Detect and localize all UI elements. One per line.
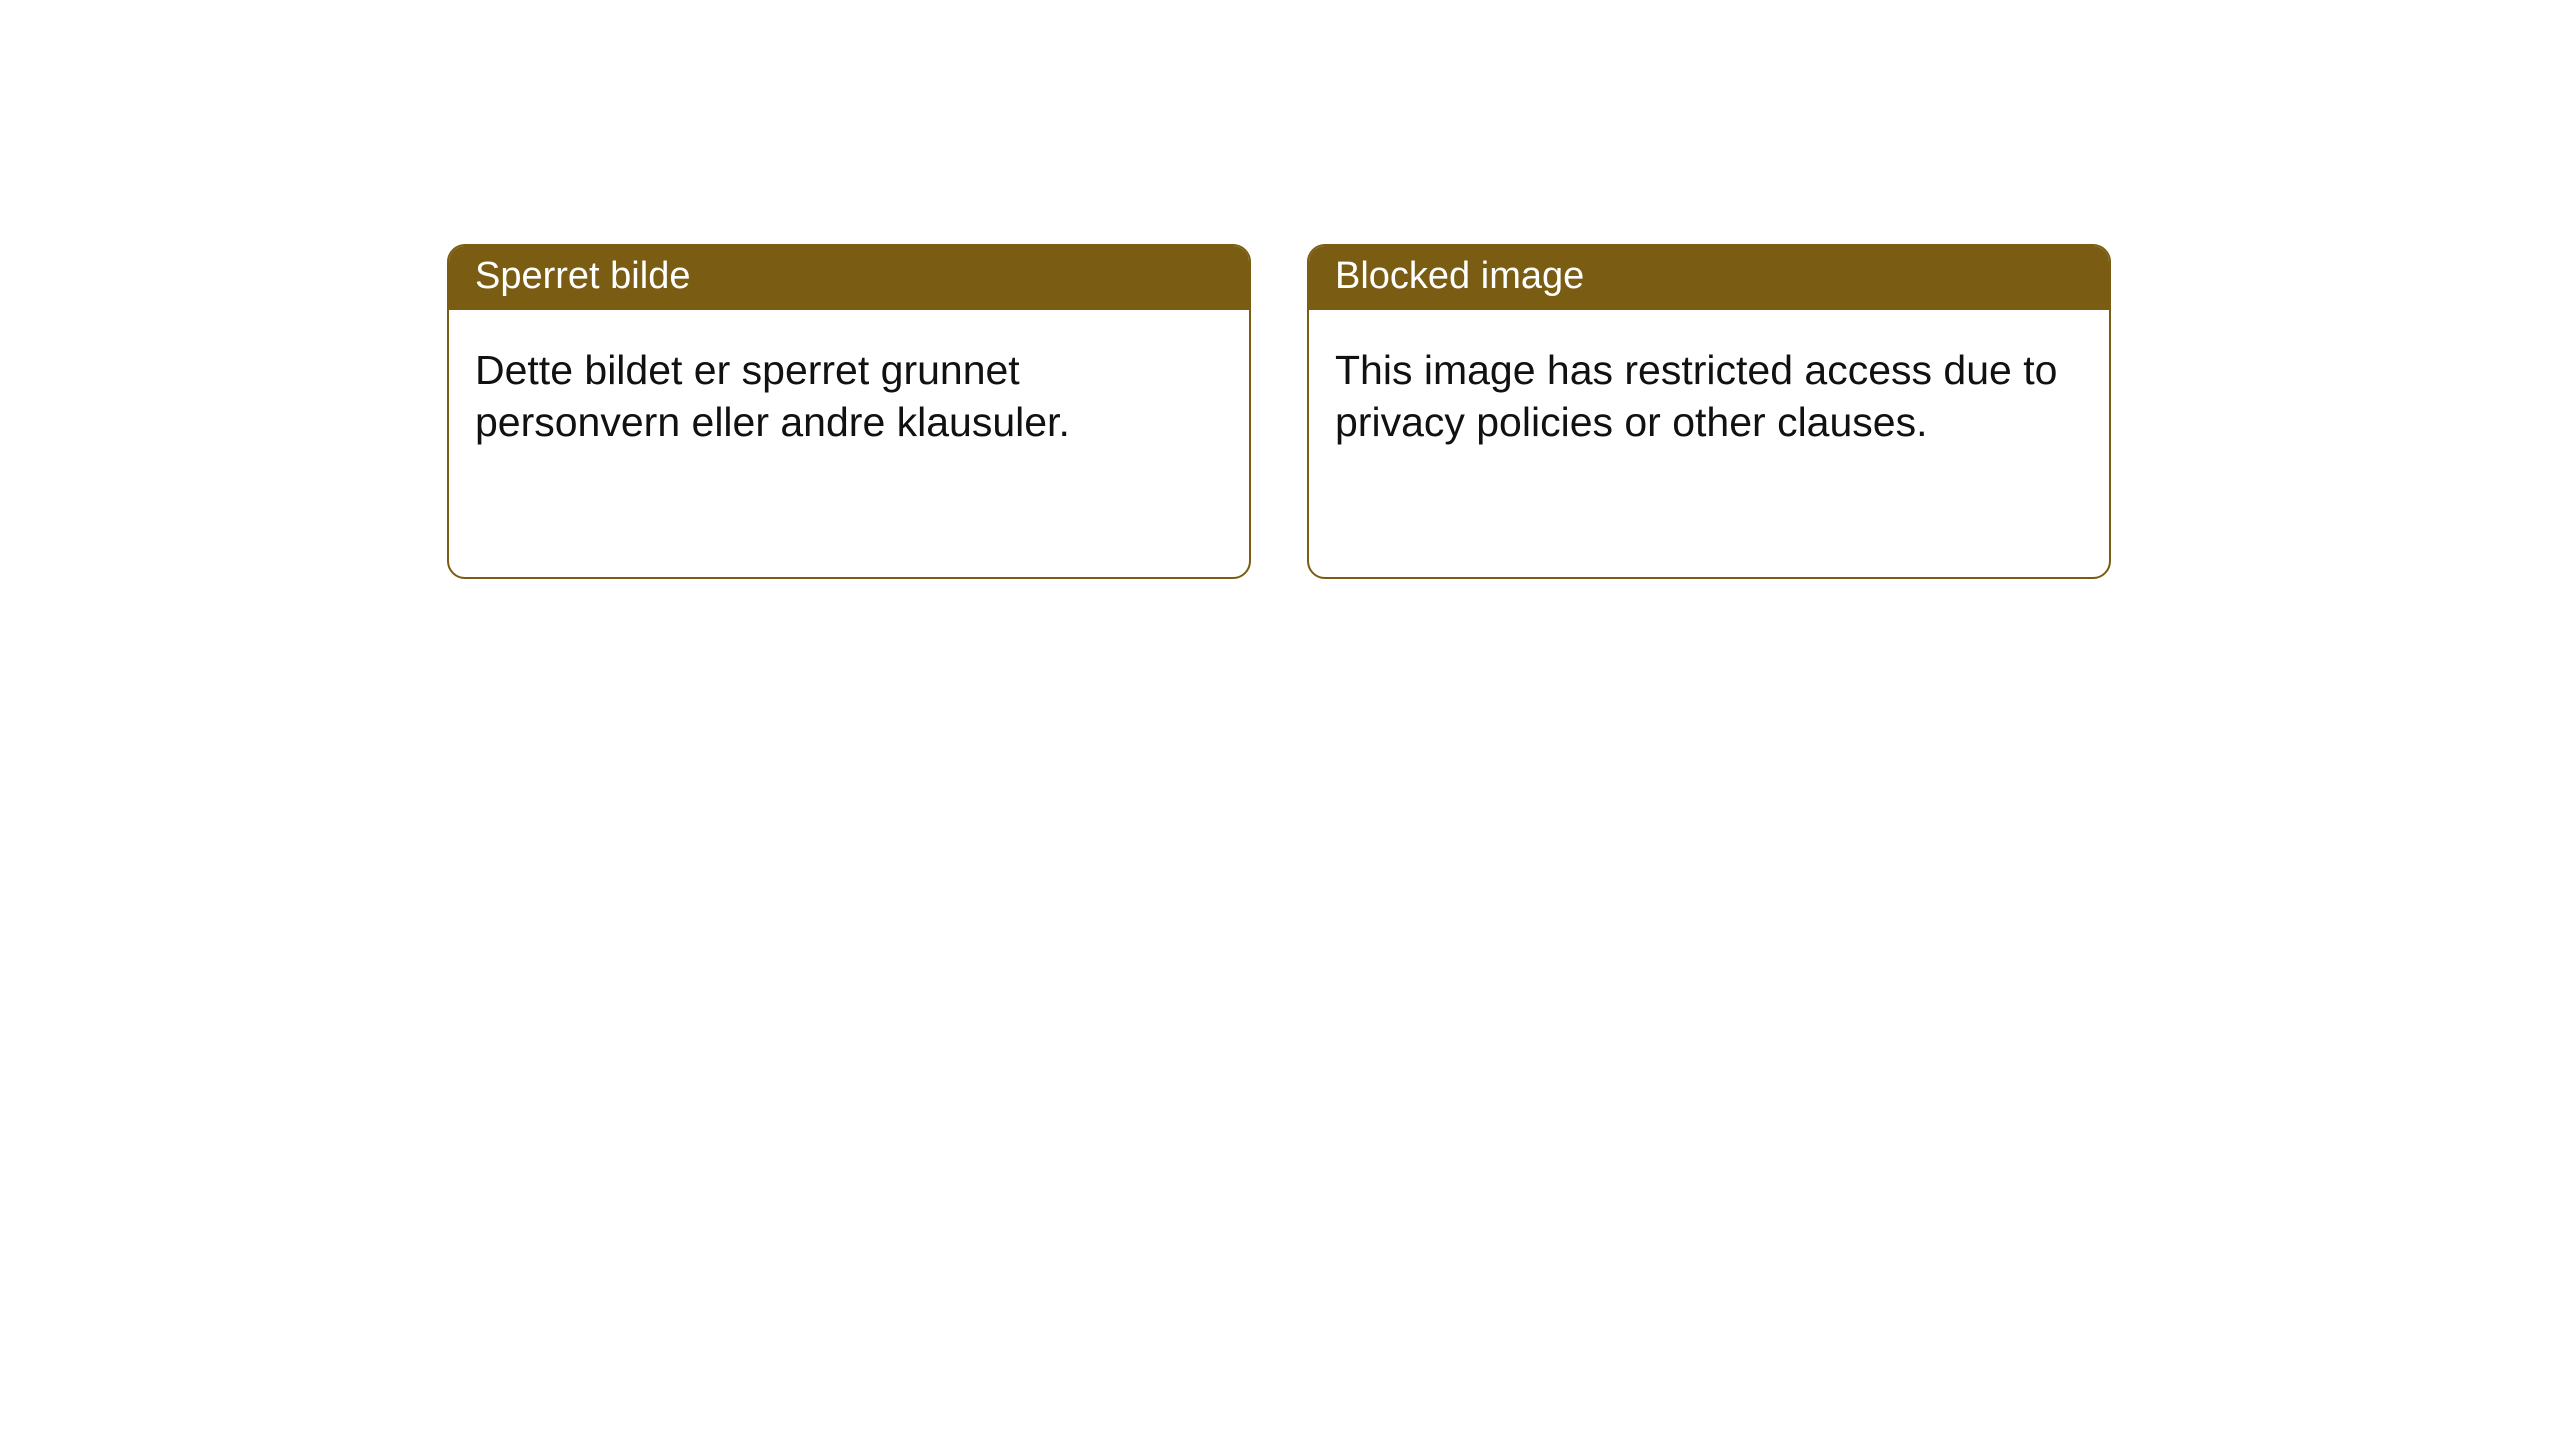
card-body-english: This image has restricted access due to … bbox=[1309, 310, 2109, 449]
card-title-english: Blocked image bbox=[1309, 246, 2109, 310]
blocked-image-card-english: Blocked image This image has restricted … bbox=[1307, 244, 2111, 579]
blocked-image-card-norwegian: Sperret bilde Dette bildet er sperret gr… bbox=[447, 244, 1251, 579]
notice-cards-row: Sperret bilde Dette bildet er sperret gr… bbox=[447, 244, 2111, 579]
card-body-norwegian: Dette bildet er sperret grunnet personve… bbox=[449, 310, 1249, 449]
card-title-norwegian: Sperret bilde bbox=[449, 246, 1249, 310]
